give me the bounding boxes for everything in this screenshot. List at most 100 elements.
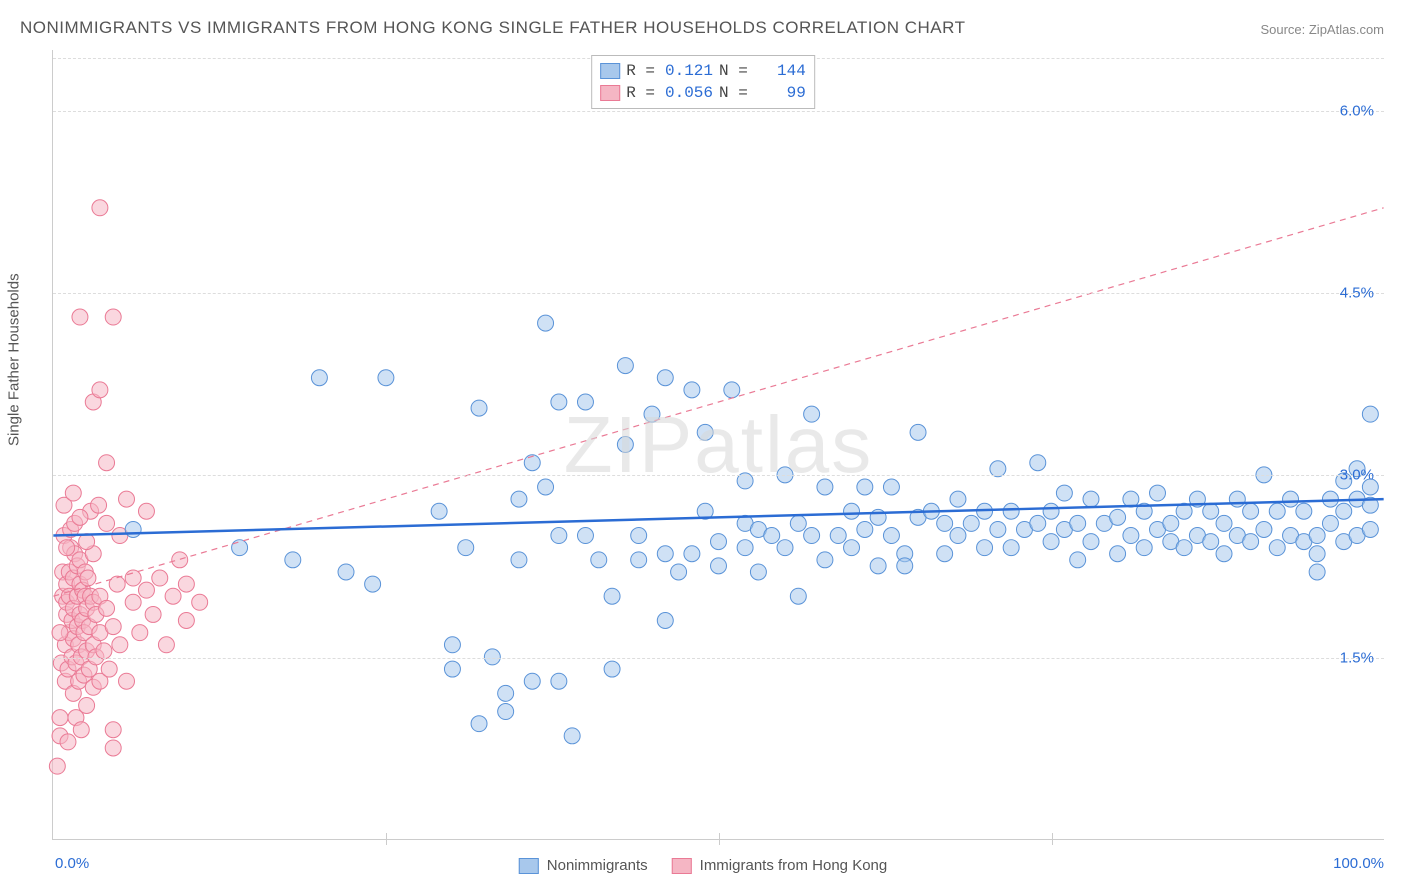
- scatter-point: [1322, 515, 1338, 531]
- scatter-point: [1229, 491, 1245, 507]
- swatch-pink: [672, 858, 692, 874]
- scatter-point: [172, 552, 188, 568]
- scatter-point: [684, 546, 700, 562]
- scatter-point: [1309, 528, 1325, 544]
- chart-svg: [53, 50, 1384, 839]
- legend-item-immigrants: Immigrants from Hong Kong: [672, 857, 888, 874]
- scatter-point: [1216, 546, 1232, 562]
- scatter-point: [1056, 485, 1072, 501]
- scatter-point: [498, 685, 514, 701]
- x-tick-mark: [386, 833, 387, 845]
- scatter-point: [119, 673, 135, 689]
- scatter-point: [72, 309, 88, 325]
- scatter-point: [671, 564, 687, 580]
- scatter-point: [631, 528, 647, 544]
- scatter-point: [458, 540, 474, 556]
- scatter-point: [1083, 534, 1099, 550]
- scatter-point: [125, 521, 141, 537]
- scatter-point: [60, 734, 76, 750]
- scatter-point: [105, 722, 121, 738]
- scatter-point: [232, 540, 248, 556]
- scatter-point: [524, 673, 540, 689]
- scatter-point: [684, 382, 700, 398]
- scatter-point: [844, 503, 860, 519]
- scatter-point: [192, 594, 208, 610]
- scatter-point: [145, 606, 161, 622]
- scatter-point: [1362, 521, 1378, 537]
- n-label: N =: [719, 82, 748, 104]
- scatter-point: [538, 315, 554, 331]
- scatter-point: [963, 515, 979, 531]
- scatter-point: [444, 661, 460, 677]
- scatter-point: [99, 515, 115, 531]
- scatter-point: [737, 540, 753, 556]
- scatter-point: [178, 576, 194, 592]
- scatter-point: [338, 564, 354, 580]
- scatter-point: [817, 479, 833, 495]
- scatter-point: [152, 570, 168, 586]
- scatter-point: [99, 600, 115, 616]
- scatter-point: [883, 479, 899, 495]
- scatter-point: [1203, 503, 1219, 519]
- gridline: [53, 475, 1384, 476]
- legend-label: Immigrants from Hong Kong: [700, 857, 888, 874]
- scatter-point: [132, 625, 148, 641]
- scatter-point: [511, 552, 527, 568]
- scatter-point: [990, 521, 1006, 537]
- scatter-point: [564, 728, 580, 744]
- x-axis-min-label: 0.0%: [55, 855, 89, 872]
- y-tick-label: 4.5%: [1340, 285, 1374, 302]
- scatter-point: [285, 552, 301, 568]
- scatter-point: [105, 740, 121, 756]
- scatter-point: [804, 406, 820, 422]
- scatter-point: [92, 382, 108, 398]
- scatter-point: [1269, 503, 1285, 519]
- scatter-point: [1003, 540, 1019, 556]
- r-label: R =: [626, 82, 655, 104]
- scatter-point: [80, 570, 96, 586]
- scatter-point: [897, 558, 913, 574]
- scatter-point: [977, 540, 993, 556]
- scatter-point: [790, 588, 806, 604]
- scatter-point: [158, 637, 174, 653]
- series-legend: Nonimmigrants Immigrants from Hong Kong: [519, 857, 887, 874]
- scatter-point: [65, 485, 81, 501]
- chart-title: NONIMMIGRANTS VS IMMIGRANTS FROM HONG KO…: [20, 18, 965, 38]
- gridline: [53, 293, 1384, 294]
- scatter-point: [1110, 509, 1126, 525]
- scatter-point: [444, 637, 460, 653]
- scatter-point: [577, 528, 593, 544]
- scatter-point: [1336, 503, 1352, 519]
- scatter-point: [138, 503, 154, 519]
- scatter-point: [72, 509, 88, 525]
- scatter-point: [1163, 515, 1179, 531]
- scatter-point: [657, 546, 673, 562]
- scatter-point: [711, 534, 727, 550]
- y-axis-label: Single Father Households: [6, 273, 23, 446]
- n-value-1: 144: [754, 60, 806, 82]
- plot-area: ZIPatlas 1.5%3.0%4.5%6.0%: [52, 50, 1384, 840]
- scatter-point: [96, 643, 112, 659]
- scatter-point: [471, 400, 487, 416]
- scatter-point: [604, 661, 620, 677]
- y-tick-label: 6.0%: [1340, 102, 1374, 119]
- scatter-point: [125, 594, 141, 610]
- scatter-point: [804, 528, 820, 544]
- scatter-point: [1003, 503, 1019, 519]
- scatter-point: [79, 697, 95, 713]
- scatter-point: [1110, 546, 1126, 562]
- scatter-point: [1123, 528, 1139, 544]
- scatter-point: [657, 613, 673, 629]
- gridline: [53, 658, 1384, 659]
- scatter-point: [178, 613, 194, 629]
- scatter-point: [711, 558, 727, 574]
- scatter-point: [112, 637, 128, 653]
- scatter-point: [1043, 503, 1059, 519]
- scatter-point: [657, 370, 673, 386]
- scatter-point: [551, 528, 567, 544]
- scatter-point: [617, 358, 633, 374]
- scatter-point: [119, 491, 135, 507]
- scatter-point: [498, 704, 514, 720]
- scatter-point: [937, 515, 953, 531]
- scatter-point: [870, 558, 886, 574]
